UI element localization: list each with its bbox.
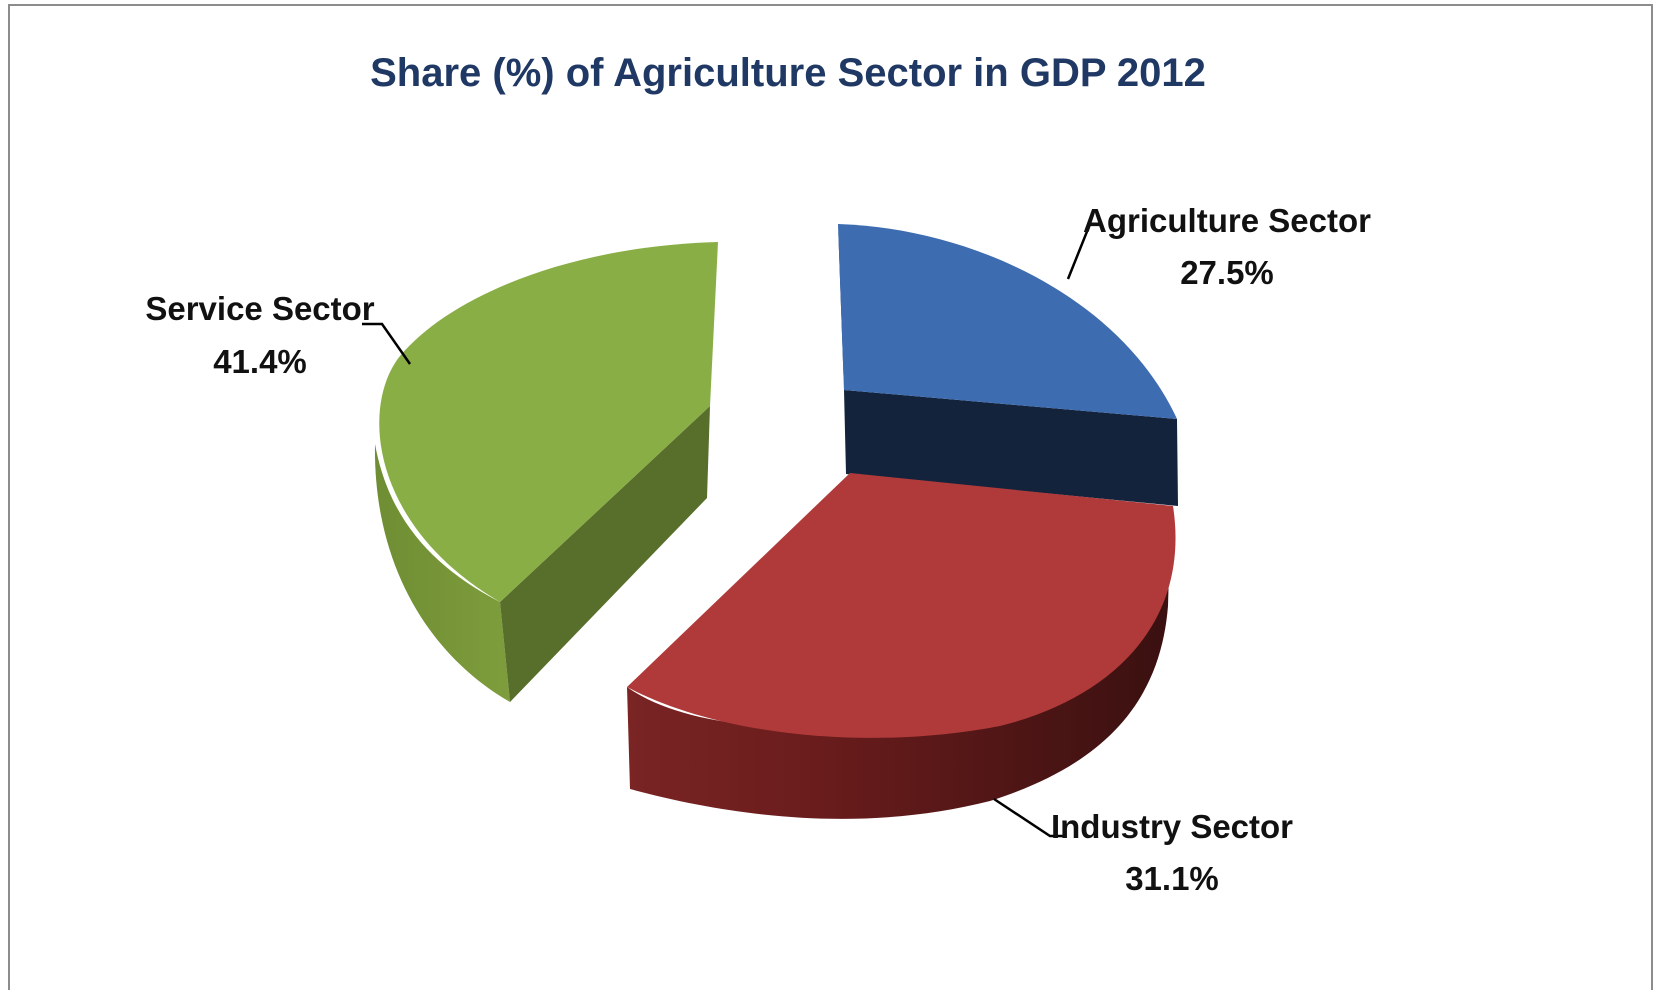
leader-agriculture [1066, 222, 1102, 280]
slice-agriculture-top [838, 224, 1177, 419]
label-industry-name: Industry Sector [1051, 808, 1293, 845]
label-agriculture-value: 27.5% [1180, 254, 1274, 291]
leader-industry [993, 797, 1064, 838]
chart-title: Share (%) of Agriculture Sector in GDP 2… [370, 51, 1206, 95]
slice-service-front [500, 406, 710, 702]
slice-service-side [374, 444, 510, 702]
slice-industry-side [627, 536, 1170, 819]
slice-industry-sector [627, 473, 1176, 819]
label-industry-value: 31.1% [1125, 860, 1219, 897]
slice-service-sector [374, 242, 718, 702]
slice-service-top [379, 242, 718, 602]
slice-industry-top [627, 473, 1176, 738]
slice-agriculture-side [844, 390, 1178, 506]
chart-frame: Share (%) of Agriculture Sector in GDP 2… [8, 4, 1653, 990]
slice-agriculture-sector [838, 224, 1178, 506]
label-agriculture-name: Agriculture Sector [1083, 202, 1371, 239]
pie-chart: Share (%) of Agriculture Sector in GDP 2… [145, 51, 1371, 897]
leader-service [362, 322, 412, 365]
label-service-value: 41.4% [213, 343, 307, 380]
label-service-name: Service Sector [145, 290, 374, 327]
